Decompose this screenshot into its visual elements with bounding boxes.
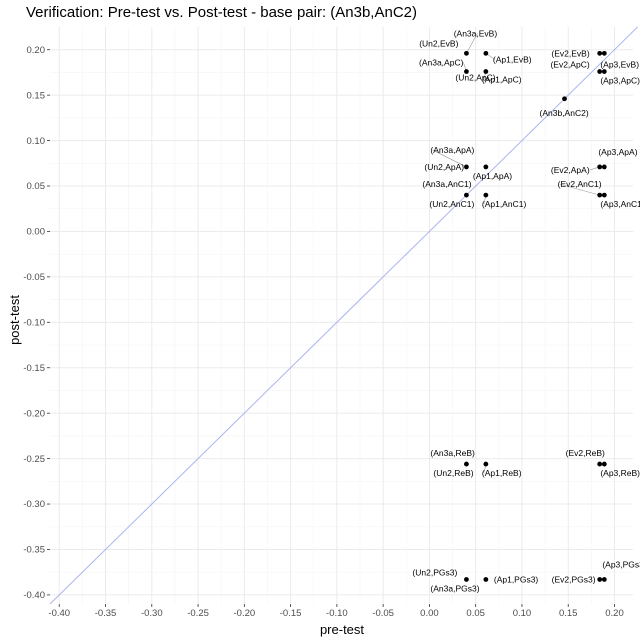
point-label: (Un2,ApA) (424, 162, 464, 172)
point-label: (An3a,ApC) (419, 58, 464, 68)
y-axis-title: post-test (7, 295, 22, 345)
data-point (483, 461, 489, 467)
y-tick-label: 0.10 (27, 136, 46, 147)
point-label: (Un2,PGs3) (412, 567, 457, 577)
point-label: (Un2,ReB) (433, 468, 473, 478)
point-label: (Ap1,ReB) (482, 468, 522, 478)
data-point (601, 192, 607, 198)
point-label: (Ap3,ApA) (598, 147, 637, 157)
point-label: (Ap1,EvB) (493, 54, 532, 64)
y-tick-label: -0.10 (23, 318, 45, 329)
data-point (464, 577, 469, 582)
data-point (483, 69, 489, 74)
chart-title: Verification: Pre-test vs. Post-test - b… (26, 4, 417, 21)
point-label: (Ap3,PGs3) (602, 559, 640, 569)
data-point (601, 50, 607, 56)
x-tick-label: -0.25 (187, 608, 209, 619)
point-labels: (An3a,EvB)(Un2,EvB) (Ap1,EvB) (An3a,ApC) (U… (412, 28, 640, 593)
data-point (597, 164, 603, 170)
point-label: (Ev2,ApA) (551, 165, 590, 175)
y-axis-ticks: -0.40 -0.35 -0.30 -0.25 -0.20 -0.15 -0.10 -0.05… (23, 45, 50, 601)
data-point (464, 461, 469, 467)
reference-line-y-equals-x (49, 26, 638, 605)
major-gridlines (50, 27, 633, 604)
point-label: (An3a,ReB) (430, 448, 475, 458)
point-label: (Ev2,ApC) (550, 60, 589, 70)
label-connector (466, 33, 478, 54)
point-label: (An3a,PGs3) (430, 583, 479, 593)
x-tick-label: -0.40 (48, 608, 70, 619)
x-tick-label: 0.05 (466, 608, 485, 619)
data-point (464, 69, 469, 74)
point-label: (Ap1,PGs3) (494, 574, 539, 584)
data-point (597, 50, 603, 56)
data-point (483, 577, 489, 582)
point-label: (An3a,ApA) (430, 145, 474, 155)
point-label: (Ap1,AnC1) (482, 199, 527, 209)
data-points (464, 50, 607, 582)
point-label: (Ap3,EvB) (600, 59, 639, 69)
point-label: (Ap1,ApA) (473, 171, 512, 181)
y-tick-label: 0.05 (27, 181, 46, 192)
point-label: (Ap3,ApC) (600, 76, 640, 86)
x-tick-label: 0.10 (513, 608, 532, 619)
point-label: (Un2,AnC1) (429, 199, 474, 209)
point-label: (An3a,AnC1) (422, 179, 471, 189)
x-tick-label: -0.10 (326, 608, 348, 619)
x-axis-title: pre-test (320, 622, 364, 637)
x-tick-label: 0.20 (605, 608, 624, 619)
data-point (597, 192, 603, 198)
point-label: (Un2,EvB) (419, 38, 458, 48)
data-point (597, 461, 603, 467)
data-point (601, 164, 607, 170)
data-point (464, 192, 469, 198)
data-point (601, 461, 607, 467)
x-tick-label: 0.15 (559, 608, 578, 619)
y-tick-label: 0.15 (27, 90, 46, 101)
point-label: (Ap1,ApC) (482, 75, 522, 85)
data-point (597, 577, 603, 582)
data-point (562, 96, 567, 102)
y-tick-label: -0.20 (23, 408, 45, 419)
point-label: (An3a,EvB) (454, 28, 498, 38)
data-point (483, 164, 489, 170)
x-tick-label: 0.00 (420, 608, 439, 619)
x-tick-label: -0.35 (95, 608, 117, 619)
point-label: (Ap3,AnC1) (600, 199, 640, 209)
y-tick-label: -0.30 (23, 499, 45, 510)
data-point (464, 164, 469, 170)
x-tick-label: -0.20 (234, 608, 256, 619)
data-point (483, 50, 489, 56)
point-label: (Un2,ApC) (455, 73, 495, 83)
y-tick-label: -0.35 (23, 545, 45, 556)
y-tick-label: -0.15 (23, 363, 45, 374)
point-label: (Ev2,PGs3) (552, 574, 596, 584)
data-point (597, 69, 603, 74)
y-tick-label: 0.00 (27, 227, 46, 238)
minor-gridlines (50, 27, 633, 604)
x-axis-ticks: -0.40 -0.35 -0.30 -0.25 -0.20 -0.15 -0.10 -0.05… (48, 604, 624, 619)
point-label: (Ev2,AnC1) (558, 179, 602, 189)
point-label: (Ap3,ReB) (600, 468, 640, 478)
label-connector (559, 183, 600, 196)
y-tick-label: 0.20 (27, 45, 46, 56)
label-connector (432, 149, 467, 168)
x-tick-label: -0.15 (280, 608, 302, 619)
point-label: (Ev2,EvB) (551, 48, 589, 58)
y-tick-label: -0.25 (23, 454, 45, 465)
x-tick-label: -0.30 (141, 608, 163, 619)
y-tick-label: -0.05 (23, 272, 45, 283)
data-point (483, 192, 489, 198)
data-point (464, 50, 469, 56)
data-point (601, 577, 607, 582)
data-point (601, 69, 607, 74)
y-tick-label: -0.40 (23, 590, 45, 601)
x-tick-label: -0.05 (372, 608, 394, 619)
point-label: (An3b,AnC2) (540, 108, 589, 118)
point-label: (Ev2,ReB) (566, 448, 605, 458)
